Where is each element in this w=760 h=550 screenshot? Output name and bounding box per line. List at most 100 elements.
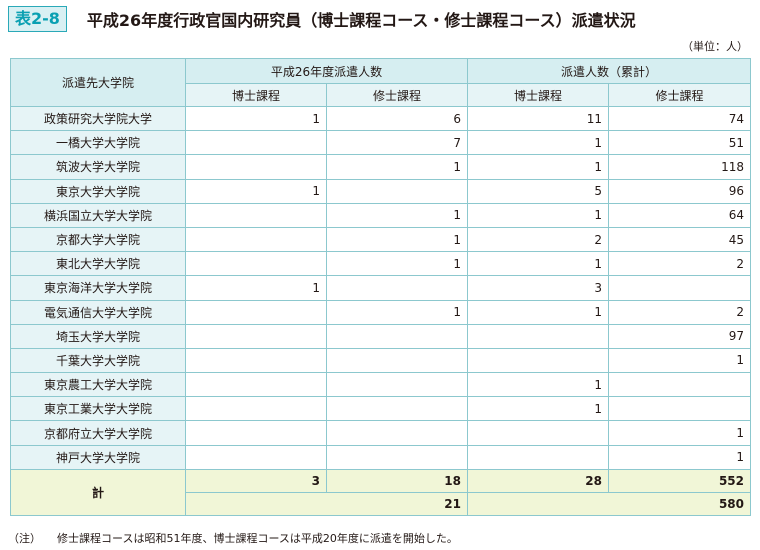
- fy-master-cell: 6: [326, 105, 468, 132]
- column-group-cumulative: 派遣人数（累計）: [466, 58, 752, 84]
- fy-doctor-cell: [185, 372, 327, 398]
- cum-doctor-cell: 1: [467, 299, 609, 325]
- university-name-cell: 京都府立大学大学院: [10, 420, 186, 446]
- cum-doctor-cell: 1: [467, 396, 609, 422]
- fy-master-cell: 1: [326, 251, 468, 277]
- table-row: 神戸大学大学院 1: [10, 444, 752, 470]
- fy-doctor-cell: 1: [185, 275, 327, 301]
- table-row: 政策研究大学院大学 1 6 11 74: [10, 105, 752, 132]
- university-name-cell: 京都大学大学院: [10, 226, 186, 253]
- university-name-cell: 東北大学大学院: [10, 251, 186, 277]
- university-name-cell: 一橋大学大学院: [10, 130, 186, 156]
- total-fy-doctor: 3: [185, 468, 327, 493]
- cum-doctor-cell: [467, 323, 609, 349]
- university-name-cell: 千葉大学大学院: [10, 347, 186, 374]
- table-row: 京都大学大学院 1 2 45: [10, 226, 752, 253]
- fy-master-cell: [326, 347, 468, 374]
- cum-doctor-cell: 1: [467, 154, 609, 180]
- fy-doctor-cell: [185, 347, 327, 374]
- cum-doctor-cell: [467, 444, 609, 470]
- cum-master-cell: 1: [607, 444, 752, 470]
- university-name-cell: 埼玉大学大学院: [10, 323, 186, 349]
- table-row: 東北大学大学院 1 1 2: [10, 251, 752, 277]
- university-name-cell: 神戸大学大学院: [10, 444, 186, 470]
- footnote: （注） 修士課程コースは昭和51年度、博士課程コースは平成20年度に派遣を開始した…: [8, 530, 458, 546]
- fy-doctor-cell: [185, 226, 327, 253]
- footnote-tag: （注）: [8, 532, 41, 545]
- page-title: 平成26年度行政官国内研究員（博士課程コース・修士課程コース）派遣状況: [86, 11, 636, 30]
- fy-doctor-cell: [185, 299, 327, 325]
- total-cum-sum: 580: [466, 491, 752, 516]
- fy-master-cell: 1: [326, 202, 468, 228]
- cum-doctor-cell: 11: [467, 105, 609, 132]
- table-row: 筑波大学大学院 1 1 118: [10, 154, 752, 180]
- table-body: 政策研究大学院大学 1 6 11 74 一橋大学大学院 7 1 51 筑波大学大学院 1 1 118 東京…: [10, 105, 752, 470]
- university-name-cell: 東京農工大学大学院: [10, 372, 186, 398]
- cum-master-cell: 1: [607, 347, 752, 374]
- column-header-university: 派遣先大学院: [10, 58, 186, 107]
- university-name-cell: 東京工業大学大学院: [10, 396, 186, 422]
- university-name-cell: 政策研究大学院大学: [10, 105, 186, 132]
- subheader-cum-doctor: 博士課程: [467, 83, 609, 107]
- cum-doctor-cell: 1: [467, 202, 609, 228]
- cum-master-cell: 97: [607, 323, 752, 349]
- cum-master-cell: 118: [607, 154, 752, 180]
- table-row: 埼玉大学大学院 97: [10, 323, 752, 349]
- fy-master-cell: [326, 444, 468, 470]
- total-cum-master: 552: [607, 468, 752, 493]
- dispatch-table: 派遣先大学院 平成26年度派遣人数 派遣人数（累計） 博士課程 修士課程 博士課…: [10, 58, 752, 516]
- cum-master-cell: 74: [607, 105, 752, 132]
- university-name-cell: 横浜国立大学大学院: [10, 202, 186, 228]
- total-fy-sum: 21: [185, 491, 468, 516]
- table-row: 電気通信大学大学院 1 1 2: [10, 299, 752, 325]
- cum-doctor-cell: 3: [467, 275, 609, 301]
- cum-doctor-cell: 2: [467, 226, 609, 253]
- table-row: 東京農工大学大学院 1: [10, 372, 752, 398]
- table-row: 京都府立大学大学院 1: [10, 420, 752, 446]
- university-name-cell: 東京大学大学院: [10, 178, 186, 204]
- fy-master-cell: 7: [326, 130, 468, 156]
- cum-doctor-cell: 5: [467, 178, 609, 204]
- cum-doctor-cell: [467, 347, 609, 374]
- cum-master-cell: 1: [607, 420, 752, 446]
- fy-doctor-cell: [185, 154, 327, 180]
- cum-doctor-cell: 1: [467, 372, 609, 398]
- fy-doctor-cell: [185, 130, 327, 156]
- title-row: 表2-8 平成26年度行政官国内研究員（博士課程コース・修士課程コース）派遣状況: [8, 4, 636, 34]
- fy-master-cell: 1: [326, 299, 468, 325]
- table-row: 東京工業大学大学院 1: [10, 396, 752, 422]
- cum-doctor-cell: [467, 420, 609, 446]
- table-number-badge: 表2-8: [8, 6, 67, 32]
- cum-master-cell: 2: [607, 299, 752, 325]
- fy-doctor-cell: [185, 396, 327, 422]
- fy-doctor-cell: 1: [185, 105, 327, 132]
- column-group-fy2014: 平成26年度派遣人数: [185, 58, 468, 84]
- table-row: 一橋大学大学院 7 1 51: [10, 130, 752, 156]
- fy-doctor-cell: 1: [185, 178, 327, 204]
- unit-label: （単位：人）: [682, 40, 748, 53]
- cum-doctor-cell: 1: [467, 130, 609, 156]
- subheader-fy-doctor: 博士課程: [185, 83, 327, 107]
- table-row: 東京海洋大学大学院 1 3: [10, 275, 752, 301]
- university-name-cell: 筑波大学大学院: [10, 154, 186, 180]
- fy-master-cell: 1: [326, 154, 468, 180]
- fy-doctor-cell: [185, 444, 327, 470]
- fy-master-cell: 1: [326, 226, 468, 253]
- fy-doctor-cell: [185, 251, 327, 277]
- fy-master-cell: [326, 323, 468, 349]
- fy-doctor-cell: [185, 420, 327, 446]
- cum-master-cell: [607, 275, 752, 301]
- total-cum-doctor: 28: [467, 468, 609, 493]
- subheader-fy-master: 修士課程: [326, 83, 468, 107]
- fy-doctor-cell: [185, 323, 327, 349]
- fy-master-cell: [326, 372, 468, 398]
- total-label: 計: [10, 468, 186, 516]
- fy-doctor-cell: [185, 202, 327, 228]
- subheader-cum-master: 修士課程: [607, 83, 752, 107]
- cum-master-cell: 2: [607, 251, 752, 277]
- cum-doctor-cell: 1: [467, 251, 609, 277]
- cum-master-cell: [607, 372, 752, 398]
- table-row: 東京大学大学院 1 5 96: [10, 178, 752, 204]
- cum-master-cell: 64: [607, 202, 752, 228]
- cum-master-cell: 51: [607, 130, 752, 156]
